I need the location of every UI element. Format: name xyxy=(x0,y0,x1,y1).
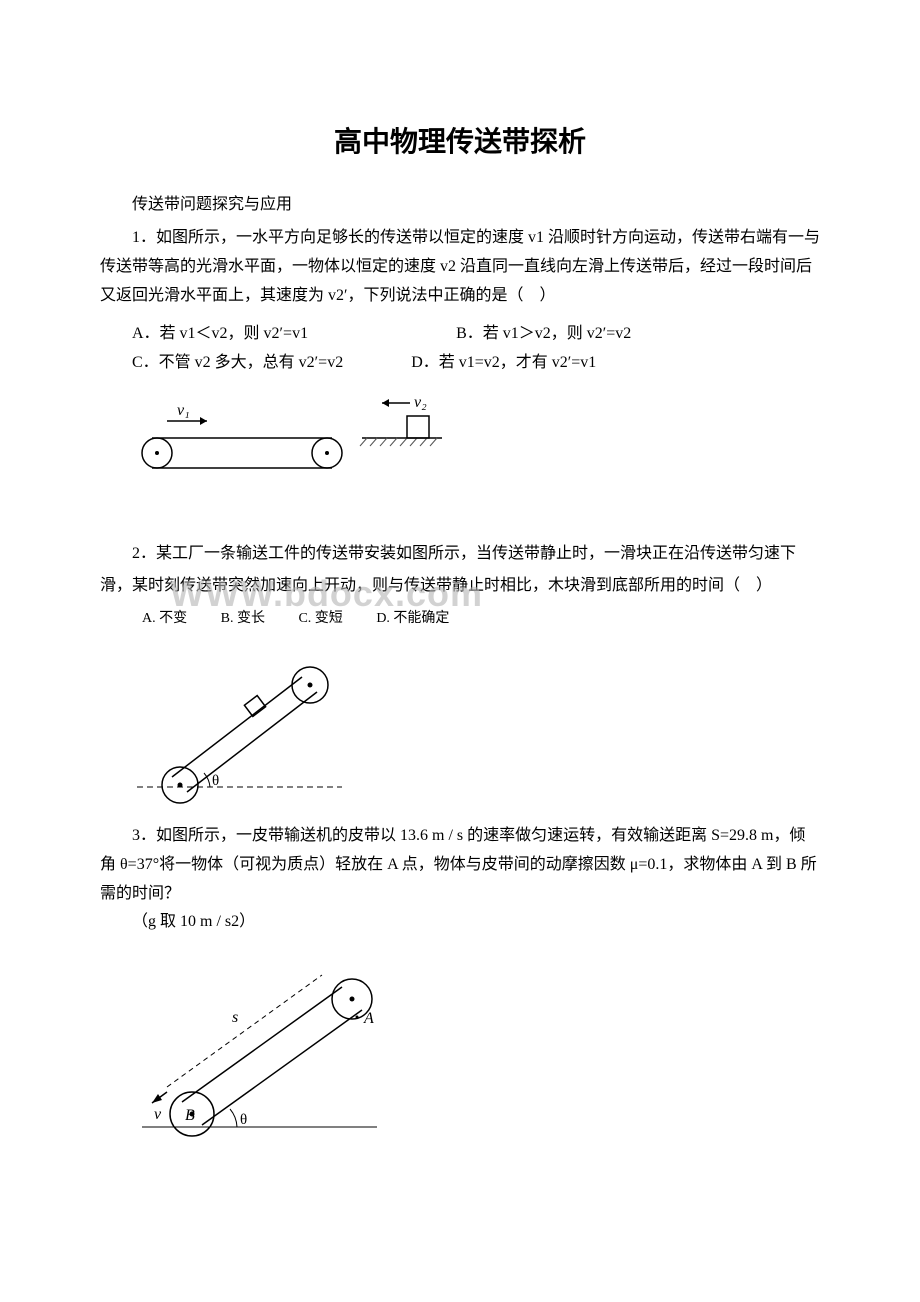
problem-3-text: 3．如图所示，一皮带输送机的皮带以 13.6 m / s 的速率做匀速运转，有效… xyxy=(100,822,820,908)
figure-2: θ xyxy=(132,637,820,807)
problem-1-text: 1．如图所示，一水平方向足够长的传送带以恒定的速度 v1 沿顺时针方向运动，传送… xyxy=(100,224,820,310)
problem-1-option-c: C．不管 v2 多大，总有 v2′=v2 xyxy=(132,354,343,371)
problem-1-option-b: B．若 v1＞v2，则 v2′=v2 xyxy=(456,325,631,342)
problem-1-options: A．若 v1＜v2，则 v2′=v1 B．若 v1＞v2，则 v2′=v2 C．… xyxy=(132,320,820,378)
a-label: A xyxy=(363,1010,374,1027)
theta-label-2: θ xyxy=(212,773,219,789)
problem-2-block: WWW.bdocx.com 2．某工厂一条输送工件的传送带安装如图所示，当传送带… xyxy=(100,538,820,627)
v-label: v xyxy=(154,1106,162,1123)
page-title: 高中物理传送带探析 xyxy=(100,120,820,160)
b-label: B xyxy=(185,1107,195,1124)
theta-label-3: θ xyxy=(240,1112,247,1128)
v2-label: v₂ xyxy=(414,394,427,411)
figure-3: s v A B θ xyxy=(132,947,820,1147)
s-label: s xyxy=(232,1009,238,1026)
intro-text: 传送带问题探究与应用 xyxy=(100,190,820,214)
problem-1-option-d: D．若 v1=v2，才有 v2′=v1 xyxy=(411,354,596,371)
problem-3-extra: （g 取 10 m / s2） xyxy=(132,908,820,937)
watermark-text: WWW.bdocx.com xyxy=(170,573,483,615)
figure-1: v₁ v₂ xyxy=(132,388,820,498)
problem-1-option-a: A．若 v1＜v2，则 v2′=v1 xyxy=(132,325,308,342)
v1-label: v₁ xyxy=(177,402,190,419)
